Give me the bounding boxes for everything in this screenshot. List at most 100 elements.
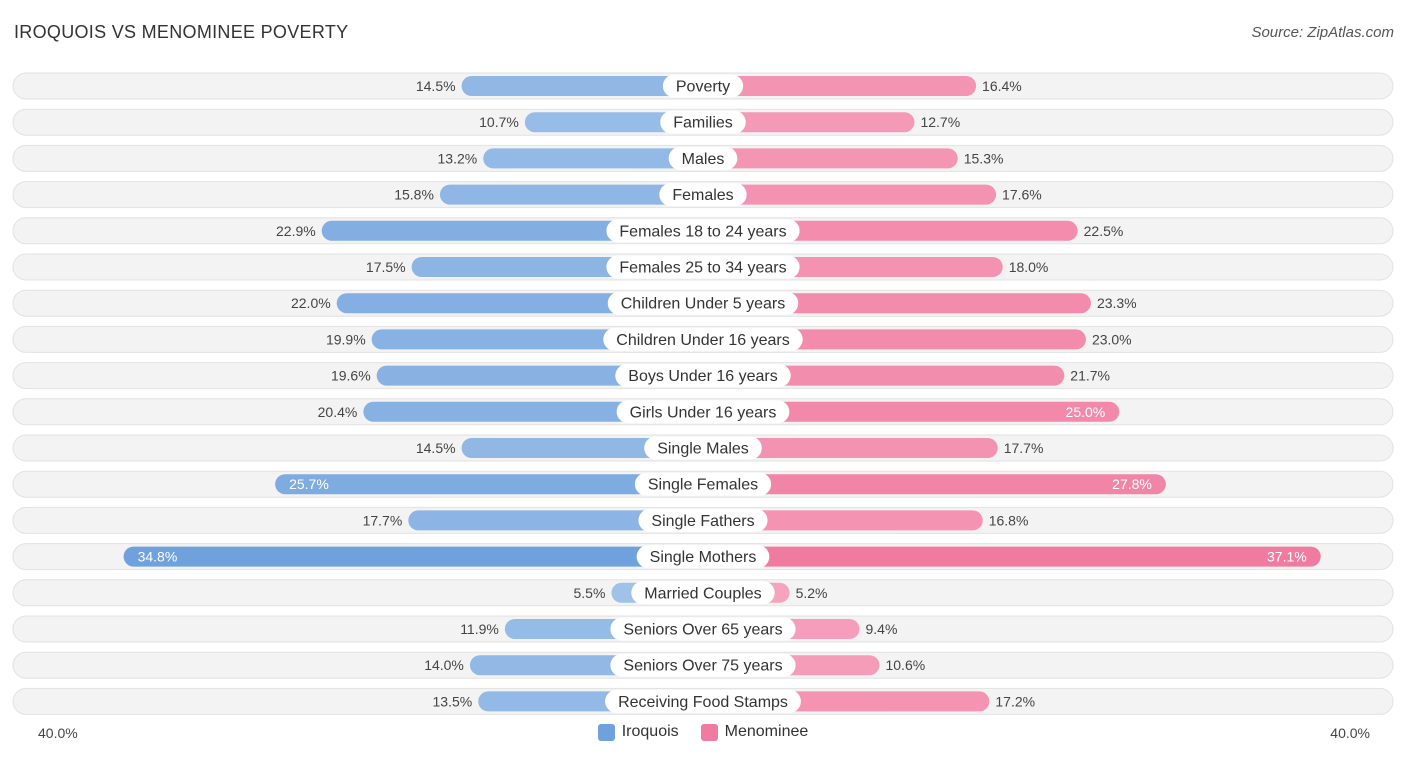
category-label-females-18-to-24-years: Females 18 to 24 years xyxy=(619,223,786,240)
value-label-iroquois-families: 10.7% xyxy=(479,114,519,130)
category-label-seniors-over-75-years: Seniors Over 75 years xyxy=(623,658,782,675)
category-pill-females-25-to-34-years xyxy=(606,255,800,279)
category-label-females: Females xyxy=(672,187,733,204)
value-label-menominee-girls-under-16-years: 25.0% xyxy=(1066,404,1106,420)
category-pill-children-under-16-years xyxy=(603,327,803,351)
bar-menominee-poverty xyxy=(703,76,977,96)
value-label-menominee-families: 12.7% xyxy=(920,114,960,130)
category-label-single-females: Single Females xyxy=(648,477,758,494)
value-label-iroquois-females-18-to-24-years: 22.9% xyxy=(276,223,316,239)
axis-left-label: 40.0% xyxy=(38,725,78,741)
bar-iroquois-single-males xyxy=(461,438,703,458)
value-label-menominee-boys-under-16-years: 21.7% xyxy=(1070,368,1110,384)
legend-item-menominee[interactable]: Menominee xyxy=(700,723,809,741)
category-pill-receiving-food-stamps xyxy=(605,689,801,713)
value-label-iroquois-boys-under-16-years: 19.6% xyxy=(331,368,371,384)
bar-menominee-males xyxy=(703,148,958,169)
source-label: Source: ZipAtlas.com xyxy=(1251,24,1394,41)
value-label-iroquois-children-under-16-years: 19.9% xyxy=(326,331,366,347)
category-label-families: Families xyxy=(673,115,733,132)
value-label-iroquois-single-females: 25.7% xyxy=(289,476,329,492)
value-label-menominee-children-under-16-years: 23.0% xyxy=(1092,331,1132,347)
value-label-menominee-males: 15.3% xyxy=(964,150,1004,166)
bar-menominee-boys-under-16-years xyxy=(703,365,1065,386)
legend-label-iroquois: Iroquois xyxy=(621,723,679,740)
category-pill-poverty xyxy=(662,74,744,98)
category-label-boys-under-16-years: Boys Under 16 years xyxy=(628,368,777,385)
value-label-iroquois-poverty: 14.5% xyxy=(416,78,456,94)
category-label-seniors-over-65-years: Seniors Over 65 years xyxy=(623,622,782,639)
category-pill-single-mothers xyxy=(636,545,770,569)
value-label-menominee-females: 17.6% xyxy=(1002,187,1042,203)
bar-iroquois-single-females xyxy=(275,474,703,495)
category-pill-females-18-to-24-years xyxy=(606,219,800,243)
bar-menominee-single-females xyxy=(703,474,1166,495)
value-label-menominee-poverty: 16.4% xyxy=(982,78,1022,94)
value-label-menominee-single-mothers: 37.1% xyxy=(1267,549,1307,565)
value-label-menominee-single-females: 27.8% xyxy=(1112,476,1152,492)
bar-iroquois-families xyxy=(524,112,703,133)
value-label-iroquois-single-fathers: 17.7% xyxy=(363,512,403,528)
bar-menominee-children-under-5-years xyxy=(703,293,1091,314)
bar-iroquois-females xyxy=(439,184,703,205)
category-pill-boys-under-16-years xyxy=(615,364,791,388)
category-label-children-under-16-years: Children Under 16 years xyxy=(616,332,789,349)
value-label-menominee-married-couples: 5.2% xyxy=(796,585,828,601)
category-pill-girls-under-16-years xyxy=(616,400,790,424)
legend: Iroquois Menominee xyxy=(0,723,1406,741)
category-pill-males xyxy=(668,146,738,170)
bar-menominee-families xyxy=(703,112,915,133)
category-pill-children-under-5-years xyxy=(607,291,799,315)
axis-right-label: 40.0% xyxy=(1330,725,1370,741)
bar-menominee-single-males xyxy=(703,438,998,458)
bar-menominee-single-mothers xyxy=(703,546,1321,567)
legend-swatch-menominee xyxy=(700,723,718,741)
value-label-menominee-single-males: 17.7% xyxy=(1004,440,1044,456)
legend-label-menominee: Menominee xyxy=(724,723,809,740)
category-pill-families xyxy=(660,110,746,134)
bar-iroquois-males xyxy=(483,148,703,169)
chart-title: IROQUOIS VS MENOMINEE POVERTY xyxy=(14,22,349,42)
category-pill-single-males xyxy=(644,436,762,460)
value-label-iroquois-females-25-to-34-years: 17.5% xyxy=(366,259,406,275)
value-label-iroquois-girls-under-16-years: 20.4% xyxy=(318,404,358,420)
category-label-single-males: Single Males xyxy=(657,441,749,458)
bar-iroquois-single-fathers xyxy=(408,510,703,531)
value-label-iroquois-married-couples: 5.5% xyxy=(574,585,606,601)
bar-menominee-single-fathers xyxy=(703,510,983,531)
category-label-girls-under-16-years: Girls Under 16 years xyxy=(630,404,777,421)
category-label-single-fathers: Single Fathers xyxy=(651,513,754,530)
bar-iroquois-single-mothers xyxy=(123,546,703,567)
value-label-menominee-females-25-to-34-years: 18.0% xyxy=(1009,259,1049,275)
value-label-iroquois-single-males: 14.5% xyxy=(416,440,456,456)
category-label-married-couples: Married Couples xyxy=(644,585,761,602)
value-label-menominee-females-18-to-24-years: 22.5% xyxy=(1084,223,1124,239)
category-label-children-under-5-years: Children Under 5 years xyxy=(621,296,786,313)
legend-item-iroquois[interactable]: Iroquois xyxy=(597,723,679,741)
value-label-iroquois-males: 13.2% xyxy=(438,150,478,166)
category-label-poverty: Poverty xyxy=(676,79,730,96)
category-pill-seniors-over-75-years xyxy=(610,653,796,677)
value-label-iroquois-single-mothers: 34.8% xyxy=(138,549,178,565)
bar-menominee-females xyxy=(703,184,997,205)
category-label-single-mothers: Single Mothers xyxy=(650,549,757,566)
value-label-menominee-children-under-5-years: 23.3% xyxy=(1097,295,1137,311)
category-pill-married-couples xyxy=(631,581,775,605)
category-pill-single-fathers xyxy=(638,508,768,532)
bar-menominee-girls-under-16-years xyxy=(703,401,1120,422)
value-label-iroquois-receiving-food-stamps: 13.5% xyxy=(433,693,473,709)
value-label-menominee-seniors-over-75-years: 10.6% xyxy=(885,657,925,673)
category-pill-seniors-over-65-years xyxy=(610,617,796,641)
value-label-iroquois-seniors-over-75-years: 14.0% xyxy=(424,657,464,673)
category-pill-single-females xyxy=(634,472,772,496)
value-label-iroquois-children-under-5-years: 22.0% xyxy=(291,295,331,311)
value-label-menominee-receiving-food-stamps: 17.2% xyxy=(995,693,1035,709)
value-label-iroquois-females: 15.8% xyxy=(394,187,434,203)
category-label-receiving-food-stamps: Receiving Food Stamps xyxy=(618,694,788,711)
legend-swatch-iroquois xyxy=(597,723,615,741)
value-label-menominee-single-fathers: 16.8% xyxy=(989,512,1029,528)
category-pill-females xyxy=(659,183,747,207)
value-label-menominee-seniors-over-65-years: 9.4% xyxy=(866,621,898,637)
category-label-females-25-to-34-years: Females 25 to 34 years xyxy=(619,260,786,277)
